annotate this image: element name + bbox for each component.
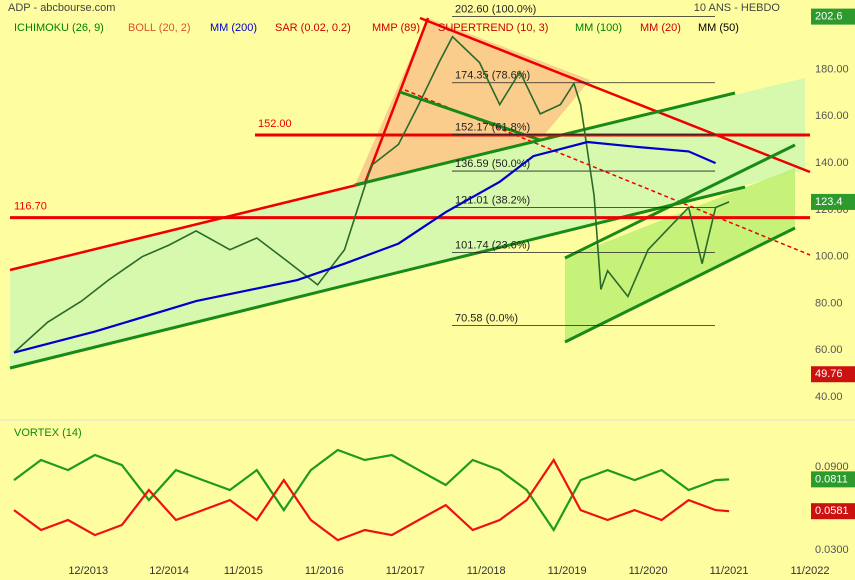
x-tick-label: 11/2019 [548,565,587,577]
y-tick-label: 0.0300 [815,544,849,556]
trend-line [354,91,736,187]
price-tag-label: 0.0581 [815,505,849,517]
y-tick-label: 180.00 [815,63,849,75]
legend-label: MM (50) [698,22,739,34]
legend-label: MM (200) [210,22,257,34]
price-tag [811,8,855,25]
trend-line [399,90,541,142]
fib-label: 70.58 (0.0%) [455,312,518,324]
legend-label: SAR (0.02, 0.2) [275,22,351,34]
panel-title: VORTEX (14) [14,427,82,439]
level-label: 152.00 [258,118,292,130]
price-tag [811,471,855,488]
price-tag-label: 123.4 [815,196,843,208]
fib-label: 101.74 (23.6%) [455,240,530,252]
y-tick-label: 60.00 [815,344,843,356]
x-tick-label: 11/2020 [629,565,668,577]
trend-line [564,143,796,260]
fib-label: 152.17 (61.8%) [455,122,530,134]
x-tick-label: 11/2022 [791,565,830,577]
price-tag-label: 49.76 [815,368,843,380]
price-tag-label: 0.0811 [815,473,848,485]
y-tick-label: 0.0900 [815,461,849,473]
channel-fill [565,168,795,342]
x-tick-label: 11/2018 [467,565,506,577]
data-line [13,457,730,542]
data-line [13,140,717,354]
data-line [13,35,730,354]
x-tick-label: 11/2017 [386,565,425,577]
fib-label: 136.59 (50.0%) [455,158,530,170]
trend-line [363,17,430,184]
legend-label: BOLL (20, 2) [128,22,191,34]
legend-label: MMP (89) [372,22,420,34]
trend-line [564,226,796,344]
price-tag-label: 202.6 [815,11,843,23]
fib-label: 202.60 (100.0%) [455,4,536,16]
triangle-fill [355,18,590,185]
price-tag [811,193,855,210]
x-tick-label: 11/2016 [305,565,344,577]
data-line [13,448,730,533]
x-tick-label: 11/2015 [224,565,263,577]
x-tick-label: 12/2014 [149,565,189,577]
fib-label: 174.35 (78.6%) [455,70,530,82]
price-tag [811,366,855,383]
y-tick-label: 100.00 [815,251,849,263]
channel-fill [10,78,805,368]
legend-label: ICHIMOKU (26, 9) [14,22,104,34]
x-tick-label: 11/2021 [710,565,749,577]
chart-title: ADP - abcbourse.com [8,2,115,14]
legend-label: MM (20) [640,22,681,34]
y-tick-label: 40.00 [815,391,843,403]
trend-line [9,181,366,272]
y-tick-label: 80.00 [815,297,843,309]
legend-label: SUPERTREND (10, 3) [438,22,548,34]
chart-subtitle: 10 ANS - HEBDO [694,2,781,14]
trend-line [419,16,811,174]
legend-label: MM (100) [575,22,622,34]
price-tag [811,503,855,520]
y-tick-label: 160.00 [815,110,849,122]
level-label: 116.70 [14,201,47,213]
x-tick-label: 12/2013 [68,565,108,577]
y-tick-label: 140.00 [815,157,849,169]
